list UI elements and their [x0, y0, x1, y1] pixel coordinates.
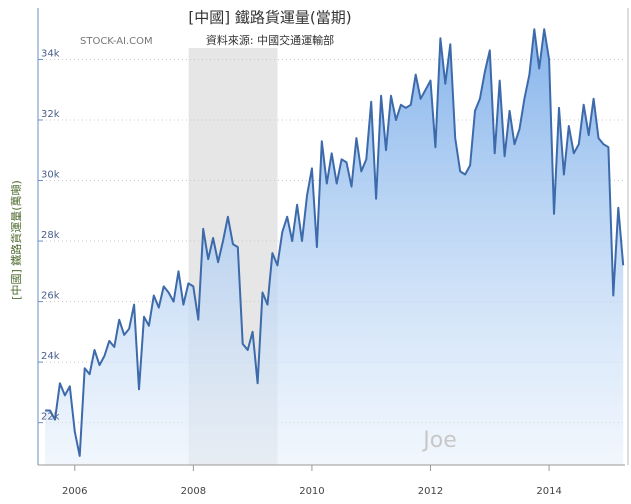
y-tick-label: 26k	[41, 291, 60, 302]
y-tick-label: 32k	[41, 109, 60, 120]
y-axis-title: [中國] 鐵路貨運量(萬噸)	[9, 180, 23, 300]
watermark: STOCK-AI.COM	[80, 36, 153, 47]
x-tick-label: 2008	[181, 486, 206, 497]
y-tick-label: 24k	[41, 351, 60, 362]
y-tick-label: 30k	[41, 170, 60, 181]
signature: Joe	[421, 428, 456, 453]
x-tick-label: 2006	[62, 486, 87, 497]
chart-title: [中國] 鐵路貨運量(當期)	[188, 9, 351, 27]
chart-subtitle: 資料來源: 中國交通運輸部	[206, 33, 334, 47]
x-tick-label: 2012	[418, 486, 443, 497]
x-tick-label: 2010	[299, 486, 324, 497]
y-tick-label: 22k	[41, 412, 60, 423]
y-tick-label: 28k	[41, 230, 60, 241]
line	[45, 28, 625, 457]
x-tick-label: 2014	[536, 486, 561, 497]
area-fill	[45, 29, 624, 465]
y-tick-label: 34k	[41, 48, 60, 59]
